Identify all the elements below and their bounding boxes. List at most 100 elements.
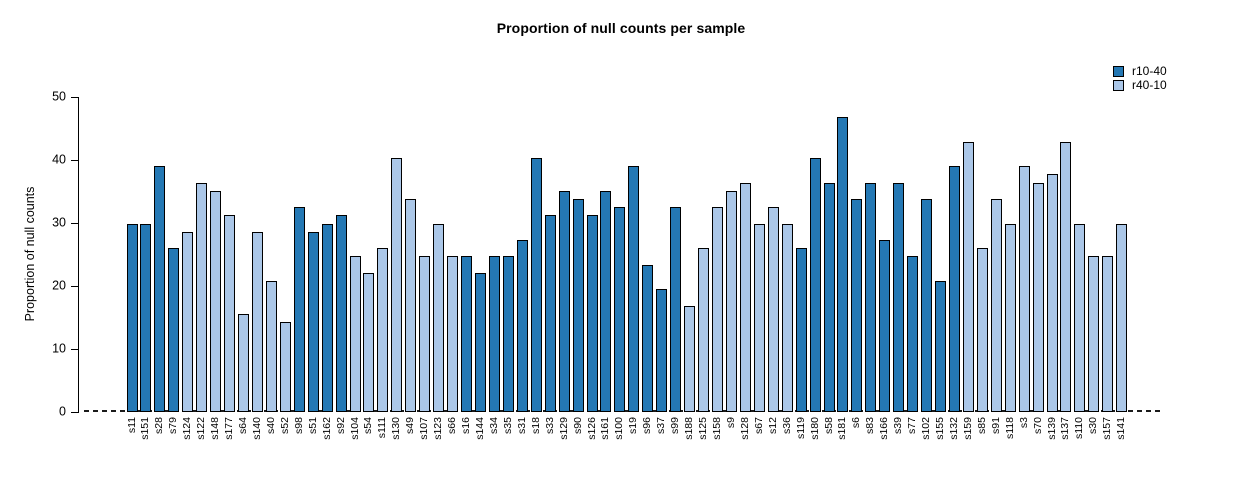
x-tick-label-s118: s118 [1004, 417, 1016, 439]
chart-title: Proportion of null counts per sample [496, 20, 746, 36]
x-tick-label-s132: s132 [948, 417, 960, 440]
x-tick-label-s67: s67 [753, 417, 765, 434]
legend-label: r40-10 [1132, 78, 1167, 92]
bar-s118 [1005, 224, 1016, 412]
x-tick-label-s128: s128 [739, 417, 751, 440]
bar-s177 [224, 215, 235, 412]
x-tick-label-s124: s124 [181, 417, 193, 440]
bar-s144 [475, 273, 486, 412]
bar-s54 [363, 273, 374, 412]
x-tick-label-s18: s18 [530, 417, 542, 434]
bar-s139 [1047, 174, 1058, 412]
x-tick-label-s79: s79 [167, 417, 179, 434]
legend-item-r10-40: r10-40 [1113, 64, 1167, 78]
legend: r10-40 r40-10 [1113, 64, 1167, 92]
bar-s31 [517, 240, 528, 412]
y-tick [71, 97, 78, 98]
x-tick-label-s123: s123 [432, 417, 444, 440]
bar-s70 [1033, 183, 1044, 412]
bar-s83 [865, 183, 876, 412]
x-tick-label-s19: s19 [627, 417, 639, 434]
x-tick-label-s139: s139 [1046, 417, 1058, 440]
bar-s122 [196, 183, 207, 412]
bar-s90 [573, 199, 584, 412]
bar-s181 [837, 117, 848, 412]
bar-s33 [545, 215, 556, 412]
y-tick-label: 20 [52, 278, 66, 293]
x-tick-label-s12: s12 [767, 417, 779, 434]
x-tick-label-s91: s91 [990, 417, 1002, 434]
bar-s102 [921, 199, 932, 412]
x-tick-label-s96: s96 [641, 417, 653, 434]
bar-s85 [977, 248, 988, 412]
bar-s11 [127, 224, 138, 412]
x-tick-label-s158: s158 [711, 417, 723, 440]
x-tick-label-s126: s126 [586, 417, 598, 440]
x-tick-label-s92: s92 [335, 417, 347, 434]
x-tick-label-s85: s85 [976, 417, 988, 434]
bar-s130 [391, 158, 402, 412]
x-tick-label-s155: s155 [934, 417, 946, 440]
bar-s30 [1088, 256, 1099, 412]
x-tick-label-s49: s49 [404, 417, 416, 434]
x-tick-label-s162: s162 [321, 417, 333, 440]
x-tick-label-s104: s104 [349, 417, 361, 440]
x-tick-label-s34: s34 [488, 417, 500, 434]
y-tick-label: 30 [52, 215, 66, 230]
bar-s155 [935, 281, 946, 412]
bar-s49 [405, 199, 416, 412]
bar-s104 [350, 256, 361, 412]
bar-s132 [949, 166, 960, 412]
x-tick-label-s83: s83 [864, 417, 876, 434]
x-tick-label-s188: s188 [683, 417, 695, 440]
y-axis-line [78, 97, 79, 413]
bar-s157 [1102, 256, 1113, 412]
x-tick-label-s100: s100 [613, 417, 625, 440]
legend-swatch-r40-10 [1113, 79, 1124, 91]
x-tick-label-s51: s51 [307, 417, 319, 434]
bar-s6 [851, 199, 862, 412]
bar-s39 [893, 183, 904, 412]
bar-s28 [154, 166, 165, 412]
legend-item-r40-10: r40-10 [1113, 78, 1167, 92]
x-tick-label-s90: s90 [572, 417, 584, 434]
bar-s3 [1019, 166, 1030, 412]
x-tick-label-s54: s54 [362, 417, 374, 434]
bar-s35 [503, 256, 514, 412]
bar-s52 [280, 322, 291, 412]
x-tick-label-s148: s148 [209, 417, 221, 440]
bar-s180 [810, 158, 821, 412]
bar-s151 [140, 224, 151, 412]
x-tick-label-s98: s98 [293, 417, 305, 434]
bar-s111 [377, 248, 388, 412]
x-tick-label-s31: s31 [516, 417, 528, 434]
x-tick-label-s36: s36 [781, 417, 793, 434]
x-tick-label-s122: s122 [195, 417, 207, 440]
x-tick-label-s3: s3 [1018, 417, 1030, 429]
bar-s107 [419, 256, 430, 412]
bar-s162 [322, 224, 333, 412]
bar-s58 [824, 183, 835, 412]
x-tick-label-s181: s181 [836, 417, 848, 440]
x-tick-label-s52: s52 [279, 417, 291, 434]
bar-s99 [670, 207, 681, 412]
bar-s12 [768, 207, 779, 412]
x-tick-label-s30: s30 [1087, 417, 1099, 434]
x-tick-label-s159: s159 [962, 417, 974, 440]
bar-s123 [433, 224, 444, 412]
x-tick-label-s16: s16 [460, 417, 472, 434]
bar-s96 [642, 265, 653, 412]
x-tick-label-s141: s141 [1115, 417, 1127, 440]
x-tick-label-s119: s119 [795, 417, 807, 439]
x-tick-label-s125: s125 [697, 417, 709, 440]
y-axis-title: Proportion of null counts [23, 186, 37, 322]
x-tick-label-s161: s161 [599, 417, 611, 440]
x-tick-label-s40: s40 [265, 417, 277, 434]
y-tick [71, 286, 78, 287]
x-tick-label-s77: s77 [906, 417, 918, 434]
y-tick-label: 10 [52, 341, 66, 356]
bar-s125 [698, 248, 709, 412]
bar-s141 [1116, 224, 1127, 412]
bar-s188 [684, 306, 695, 412]
y-tick-label: 40 [52, 152, 66, 167]
